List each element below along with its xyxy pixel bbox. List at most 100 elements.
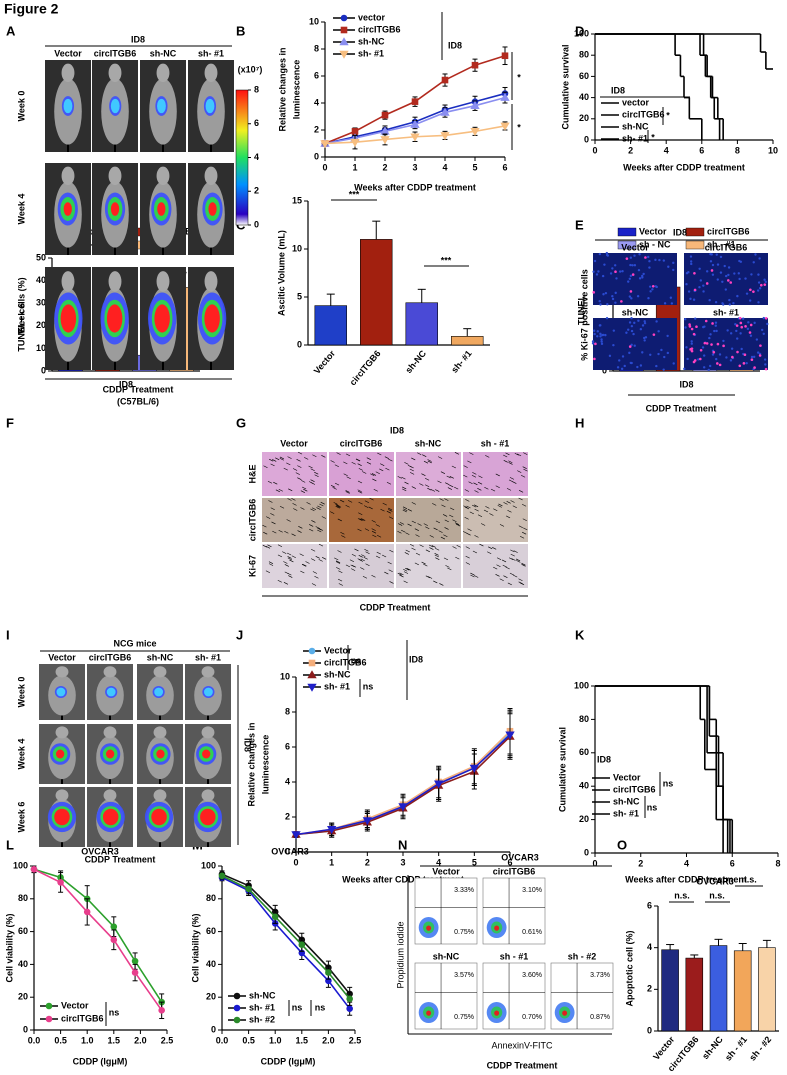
tissue-fiber [446,475,451,479]
tissue-fiber [275,489,281,493]
tissue-fiber [449,514,454,518]
nucleus [672,261,675,265]
tissue-fiber [520,474,526,478]
tissue-fiber [430,489,436,492]
tissue-fiber [287,572,292,576]
mouse-head [204,271,218,292]
tissue-fiber [397,572,402,576]
row-label: TUNEL [576,295,586,325]
tissue-fiber [508,460,513,463]
tissue-fiber [336,567,341,570]
y-tick-label: 0 [314,151,319,161]
y-axis-label: TUNEL+ cells (%) [16,277,26,351]
bar [709,945,728,1032]
tissue-fiber [291,533,296,537]
tissue-fiber [508,462,513,465]
nucleus [703,366,706,369]
tissue-fiber [518,581,523,585]
tissue-fiber [472,472,477,475]
mouse-head [204,166,218,186]
tissue-fiber [419,544,424,548]
marker [245,885,252,893]
mouse-head [156,271,170,292]
marker [362,817,372,826]
nucleus [633,254,636,257]
nucleus [637,319,640,322]
tunel-image [684,318,768,370]
tissue-fiber [267,480,273,484]
tissue-fiber [444,527,449,530]
tissue-fiber [364,505,369,508]
tissue-fiber [267,544,272,548]
tissue-fiber [407,523,412,527]
y-tick-label: 20 [36,320,46,330]
annotation: ID8 [448,40,462,50]
nucleus [724,288,728,291]
tissue-fiber [399,522,405,525]
tunel-dot [620,300,623,303]
tissue-fiber [359,518,364,521]
series-line [295,732,511,836]
tissue-fiber [488,546,493,550]
tissue-fiber [411,502,416,505]
nucleus [714,300,718,304]
tunel-dot [738,364,742,368]
y-tick-label: 6 [647,900,652,910]
nucleus [735,329,738,333]
tissue-fiber [443,557,449,561]
nucleus [614,301,617,304]
tunel-dot [718,363,722,367]
marker [410,119,420,128]
nucleus [694,317,697,320]
tissue-image [329,452,394,496]
tissue-fiber [451,465,457,469]
quadrant-percent: 3.57% [454,972,474,979]
nucleus [593,332,596,336]
y-axis-label: Relative changes in [277,47,287,131]
tunel-dot [726,279,730,282]
nucleus [629,274,633,278]
legend-swatch [685,240,705,250]
tissue-fiber [445,565,450,568]
nucleus [730,347,734,350]
tunel-dot [735,324,739,327]
tissue-fiber [314,471,319,475]
nucleus [708,336,711,340]
y-tick-label: 20 [18,992,28,1002]
annotation: ns [663,778,674,788]
tissue-fiber [283,467,288,471]
y-tick-label: 20 [206,992,216,1002]
tunel-dot [690,327,694,331]
y-axis-label: Apoptotic cell (%) [624,930,634,1006]
tissue-fiber [357,489,362,492]
tissue-fiber [306,502,311,505]
x-tick-label: 4 [436,857,441,867]
tissue-fiber [444,519,449,523]
annotation: n.s. [674,890,690,900]
marker [218,872,226,880]
tissue-fiber [417,452,422,455]
nucleus [630,361,633,365]
tissue-fiber [518,525,523,529]
tissue-fiber [389,549,394,553]
x-tick-label: 4 [442,162,447,172]
nucleus [631,264,634,267]
tunel-dot [749,288,752,292]
nucleus [630,329,634,333]
tissue-fiber [415,534,420,537]
flow-cloud [494,925,500,931]
y-tick-label: 10 [36,343,46,353]
x-tick-label: ID8 [679,379,693,389]
legend-marker [308,647,316,655]
tissue-fiber [467,528,472,532]
nucleus [685,346,688,349]
tissue-fiber [300,507,305,510]
tunel-dot [750,358,754,362]
panel-header: ID8 [390,425,404,435]
tissue-fiber [503,502,508,505]
tissue-fiber [503,460,508,463]
tissue-fiber [283,561,288,564]
tunel-dot [722,344,725,348]
y-tick-label: 60 [18,926,28,936]
tissue-fiber [357,480,363,484]
